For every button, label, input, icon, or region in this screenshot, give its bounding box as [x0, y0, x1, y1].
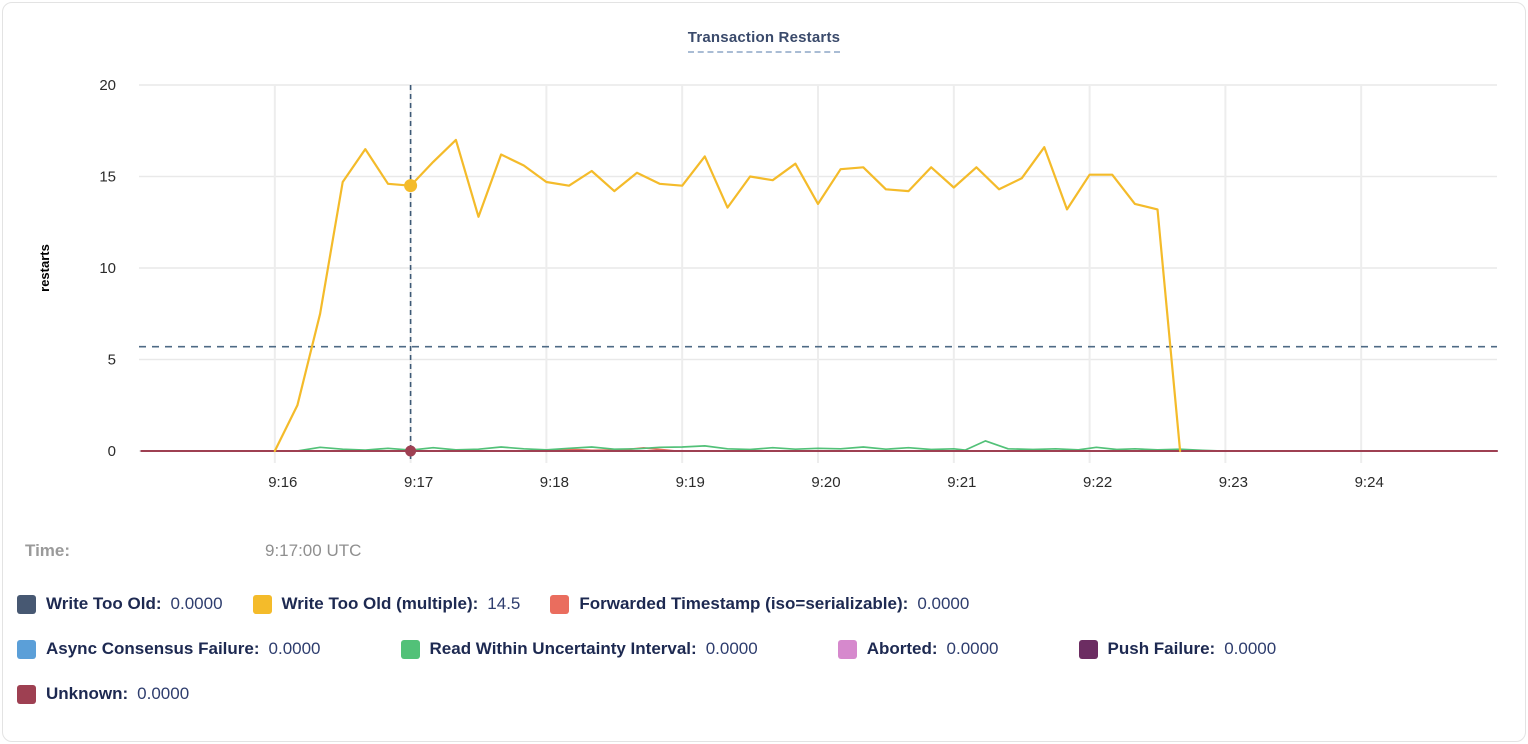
chart-title[interactable]: Transaction Restarts: [687, 29, 841, 53]
legend-swatch-async-consensus-failure: [17, 639, 36, 659]
legend-label: Push Failure:: [1107, 639, 1216, 658]
legend-label: Aborted:: [866, 639, 938, 658]
legend-value: 0.0000: [705, 639, 758, 658]
legend-label: Async Consensus Failure:: [46, 639, 260, 658]
legend-value: 0.0000: [946, 639, 999, 658]
legend-swatch-write-too-old-multiple: [252, 594, 272, 614]
legend-label: Forwarded Timestamp (iso=serializable):: [579, 594, 909, 613]
legend: Write Too Old: 0.0000 Write Too Old (multi…: [17, 594, 1525, 704]
y-tick-label: 15: [99, 169, 116, 186]
legend-value: 0.0000: [170, 594, 223, 613]
x-tick-label: 9:22: [1083, 474, 1112, 491]
legend-label: Write Too Old:: [46, 594, 162, 613]
restarts-chart[interactable]: 0 5 10 15 20 9:16 9:17 9:18 9:19 9:20 9:21 9:22 9:23…: [3, 3, 1526, 503]
x-tick-label: 9:23: [1219, 474, 1248, 491]
legend-item-push-failure: Push Failure: 0.0000: [1078, 639, 1277, 659]
legend-item-write-too-old-multiple: Write Too Old (multiple): 14.5: [252, 594, 521, 614]
y-tick-label: 10: [99, 260, 116, 277]
legend-swatch-forwarded-timestamp-iso-serializable: [550, 594, 570, 614]
time-value: 9:17:00 UTC: [265, 541, 362, 560]
legend-swatch-unknown: [17, 684, 36, 704]
legend-item-forwarded-timestamp-iso-serializable: Forwarded Timestamp (iso=serializable): 0…: [550, 594, 969, 614]
cursor-dot-write-too-old-multiple: [404, 179, 418, 193]
legend-item-unknown: Unknown: 0.0000: [17, 684, 189, 704]
legend-row: Write Too Old: 0.0000 Write Too Old (multi…: [17, 594, 1525, 614]
legend-label: Unknown:: [46, 684, 129, 703]
series-line-read-within-uncertainty-interval: [296, 440, 1222, 452]
time-row: Time: 9:17:00 UTC: [25, 541, 1525, 561]
legend-value: 0.0000: [268, 639, 321, 658]
x-tick-label: 9:24: [1355, 474, 1384, 491]
legend-item-aborted: Aborted: 0.0000: [837, 639, 999, 659]
legend-swatch-aborted: [837, 639, 857, 659]
legend-item-write-too-old: Write Too Old: 0.0000: [17, 594, 223, 614]
cursor-dot-unknown: [405, 445, 417, 457]
y-tick-label: 20: [99, 77, 116, 94]
legend-label: Write Too Old (multiple):: [281, 594, 479, 613]
time-label: Time:: [25, 541, 71, 560]
legend-swatch-push-failure: [1078, 639, 1098, 659]
x-tick-label: 9:18: [540, 474, 569, 491]
x-tick-label: 9:19: [676, 474, 705, 491]
legend-item-read-within-uncertainty-interval: Read Within Uncertainty Interval: 0.0000: [400, 639, 758, 659]
legend-value: 14.5: [487, 594, 521, 613]
legend-label: Read Within Uncertainty Interval:: [429, 639, 697, 658]
x-tick-label: 9:21: [947, 474, 976, 491]
x-tick-label: 9:16: [268, 474, 297, 491]
legend-value: 0.0000: [917, 594, 970, 613]
x-tick-label: 9:20: [811, 474, 840, 491]
legend-swatch-write-too-old: [17, 594, 36, 614]
legend-value: 0.0000: [137, 684, 190, 703]
series-line-write-too-old-multiple: [273, 138, 1182, 453]
legend-row: Async Consensus Failure: 0.0000 Read Withi…: [17, 639, 1525, 659]
chart-title-wrap: Transaction Restarts: [3, 29, 1525, 53]
legend-item-async-consensus-failure: Async Consensus Failure: 0.0000: [17, 639, 321, 659]
x-tick-label: 9:17: [404, 474, 433, 491]
hover-readout: Time: 9:17:00 UTC Write Too Old: 0.0000 Wr…: [3, 541, 1525, 729]
legend-value: 0.0000: [1224, 639, 1277, 658]
y-tick-label: 0: [108, 443, 116, 460]
legend-swatch-read-within-uncertainty-interval: [400, 639, 420, 659]
legend-row: Unknown: 0.0000: [17, 684, 1525, 704]
y-axis-label: restarts: [37, 244, 52, 292]
y-tick-label: 5: [108, 352, 116, 369]
